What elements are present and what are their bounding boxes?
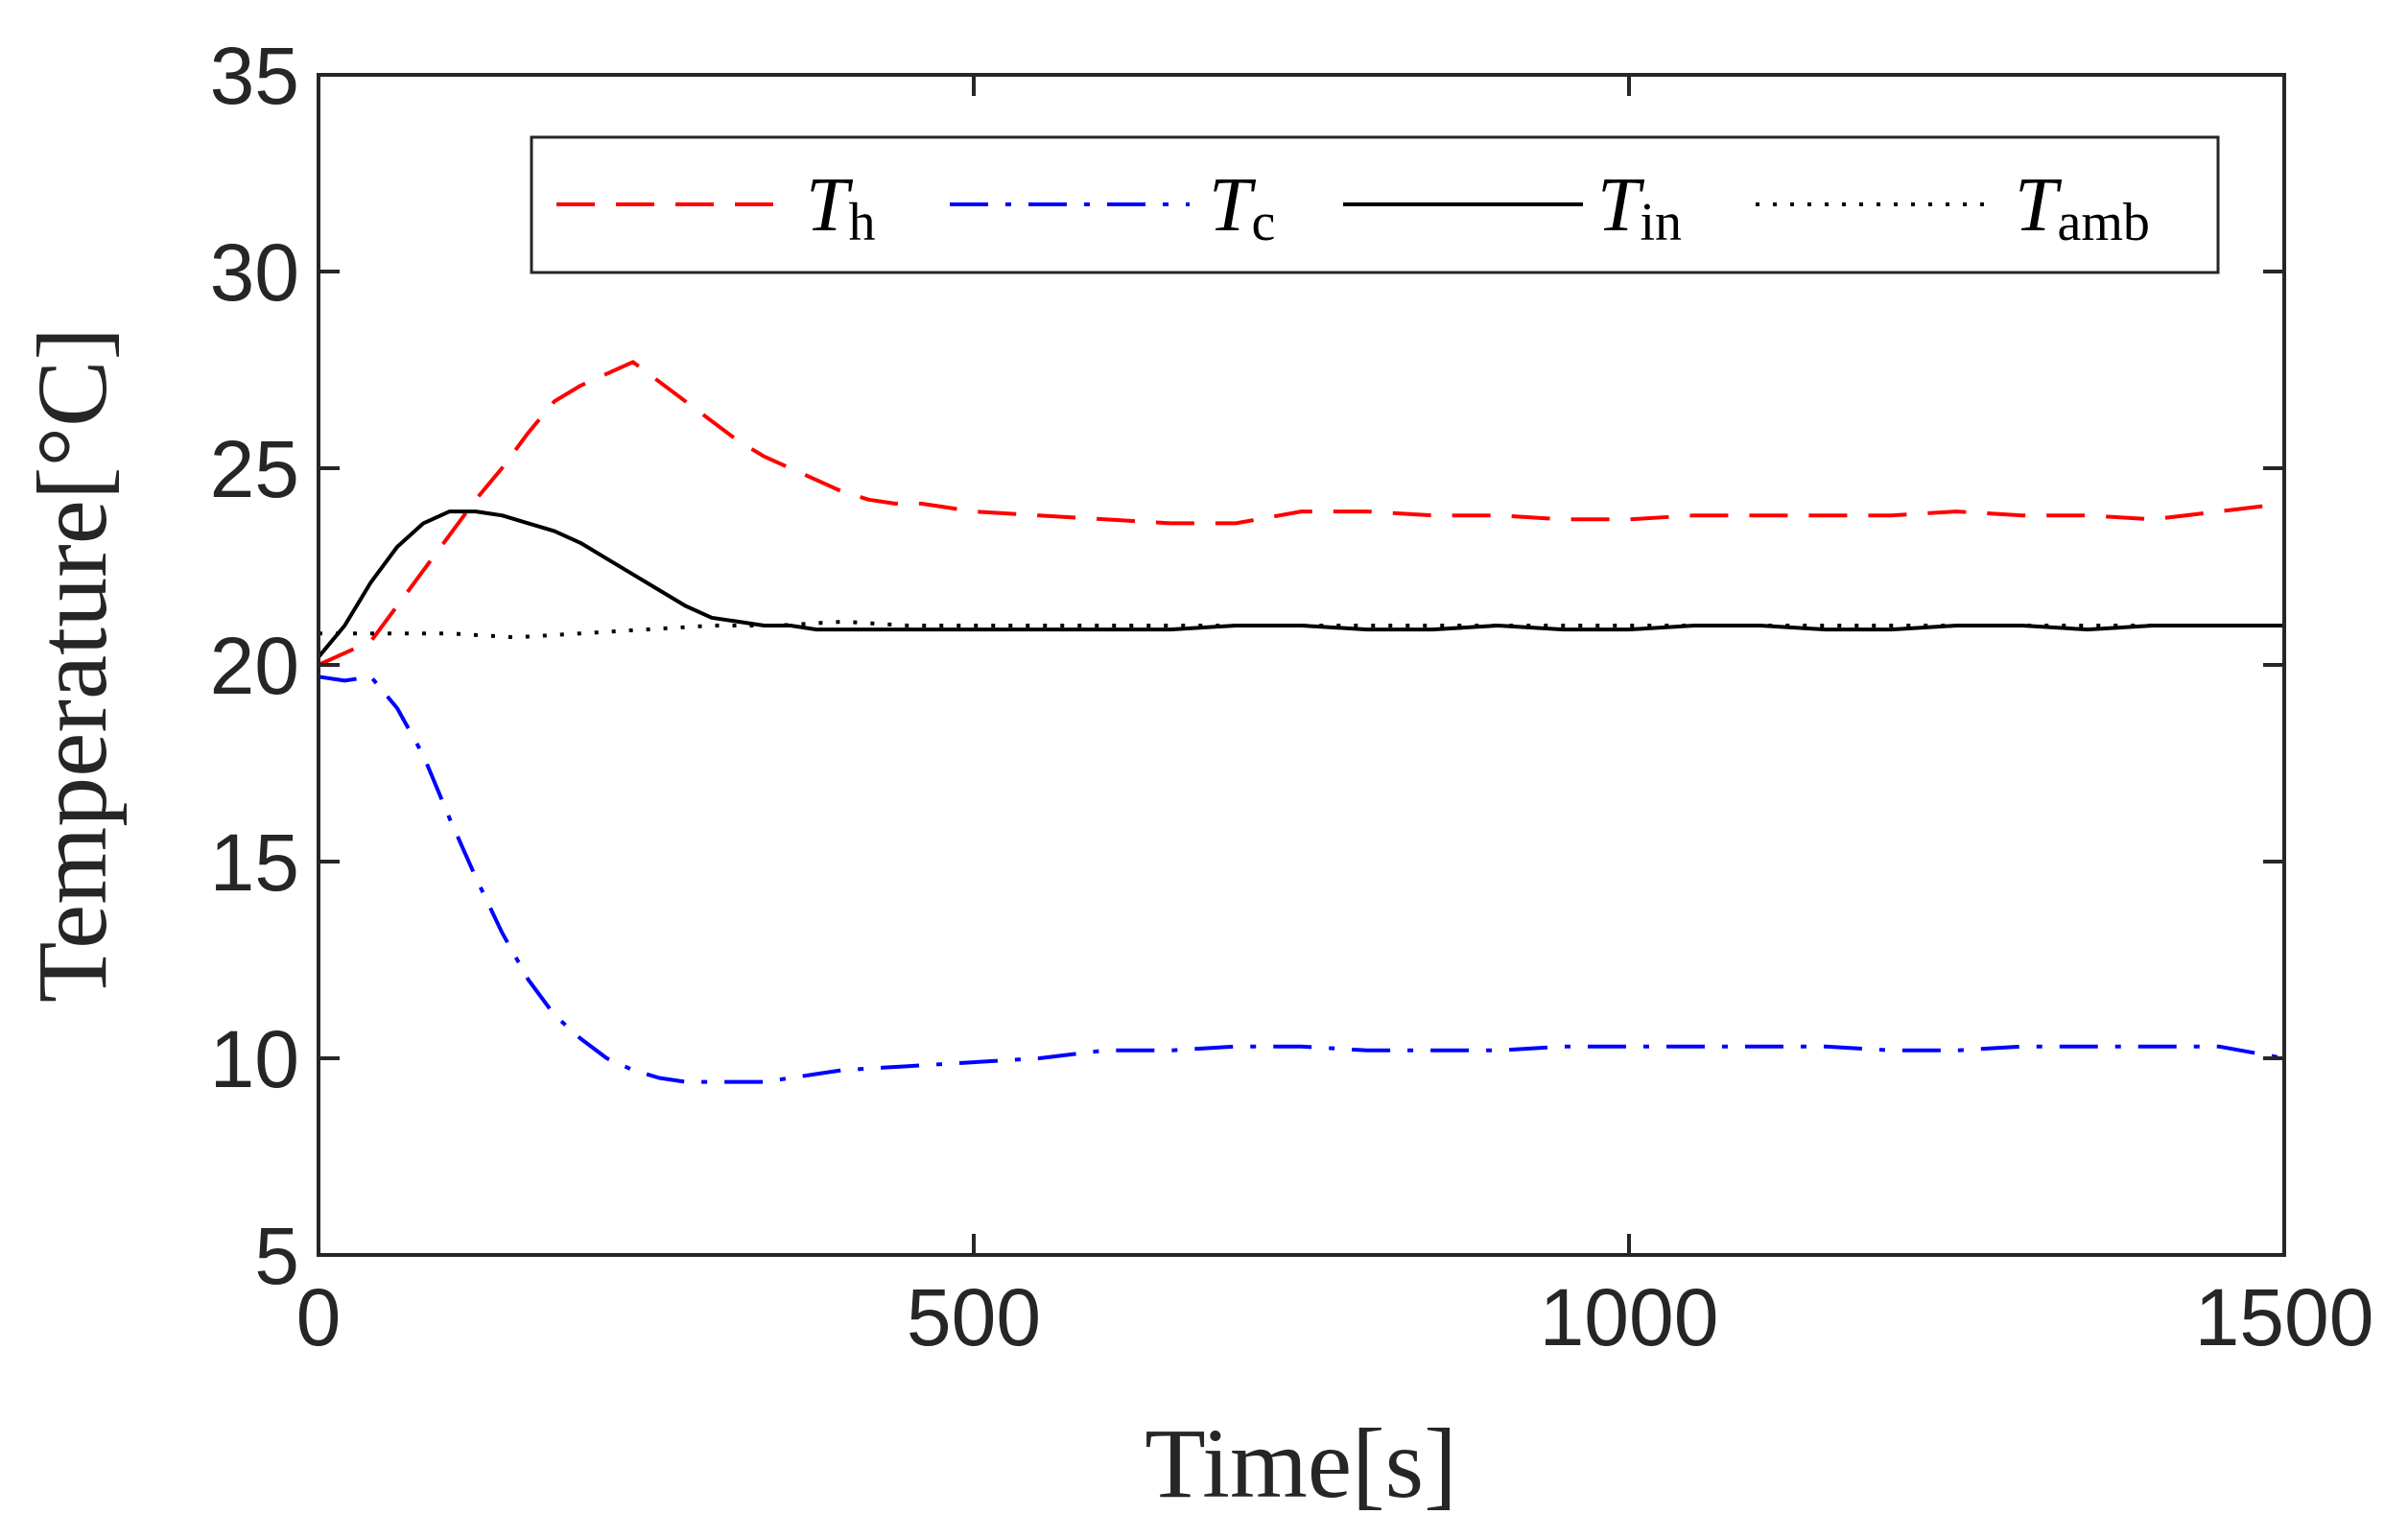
y-tick-label: 10 — [210, 1014, 299, 1104]
legend-label-t-h: Th — [806, 163, 876, 252]
y-tick-label: 5 — [254, 1211, 299, 1301]
x-tick-label: 1000 — [1540, 1272, 1719, 1362]
legend: Th Tc Tin Tamb — [530, 135, 2220, 274]
legend-label-t-amb: Tamb — [2015, 163, 2150, 252]
legend-label-t-in: Tin — [1597, 163, 1682, 252]
y-tick-label: 15 — [210, 817, 299, 908]
y-tick-label: 20 — [210, 621, 299, 711]
series-layer — [317, 360, 2285, 1084]
x-tick-label: 1500 — [2195, 1272, 2374, 1362]
tick-layer: 0 500 1000 1500 5 10 15 20 25 30 35 — [210, 31, 2374, 1362]
x-tick-label: 500 — [907, 1272, 1041, 1362]
legend-label-t-c: Tc — [1209, 163, 1275, 252]
y-tick-label: 30 — [210, 227, 299, 318]
x-axis-label: Time[s] — [1145, 1408, 1457, 1519]
y-tick-label: 25 — [210, 424, 299, 514]
y-tick-label: 35 — [210, 31, 299, 121]
series-line-t-in — [317, 509, 2284, 659]
series-line-t-c — [318, 674, 2285, 1084]
x-tick-label: 0 — [296, 1272, 342, 1362]
y-axis-label: Temperature[°C] — [17, 327, 128, 1003]
legend-box — [530, 135, 2220, 274]
axes-box — [317, 73, 2286, 1257]
